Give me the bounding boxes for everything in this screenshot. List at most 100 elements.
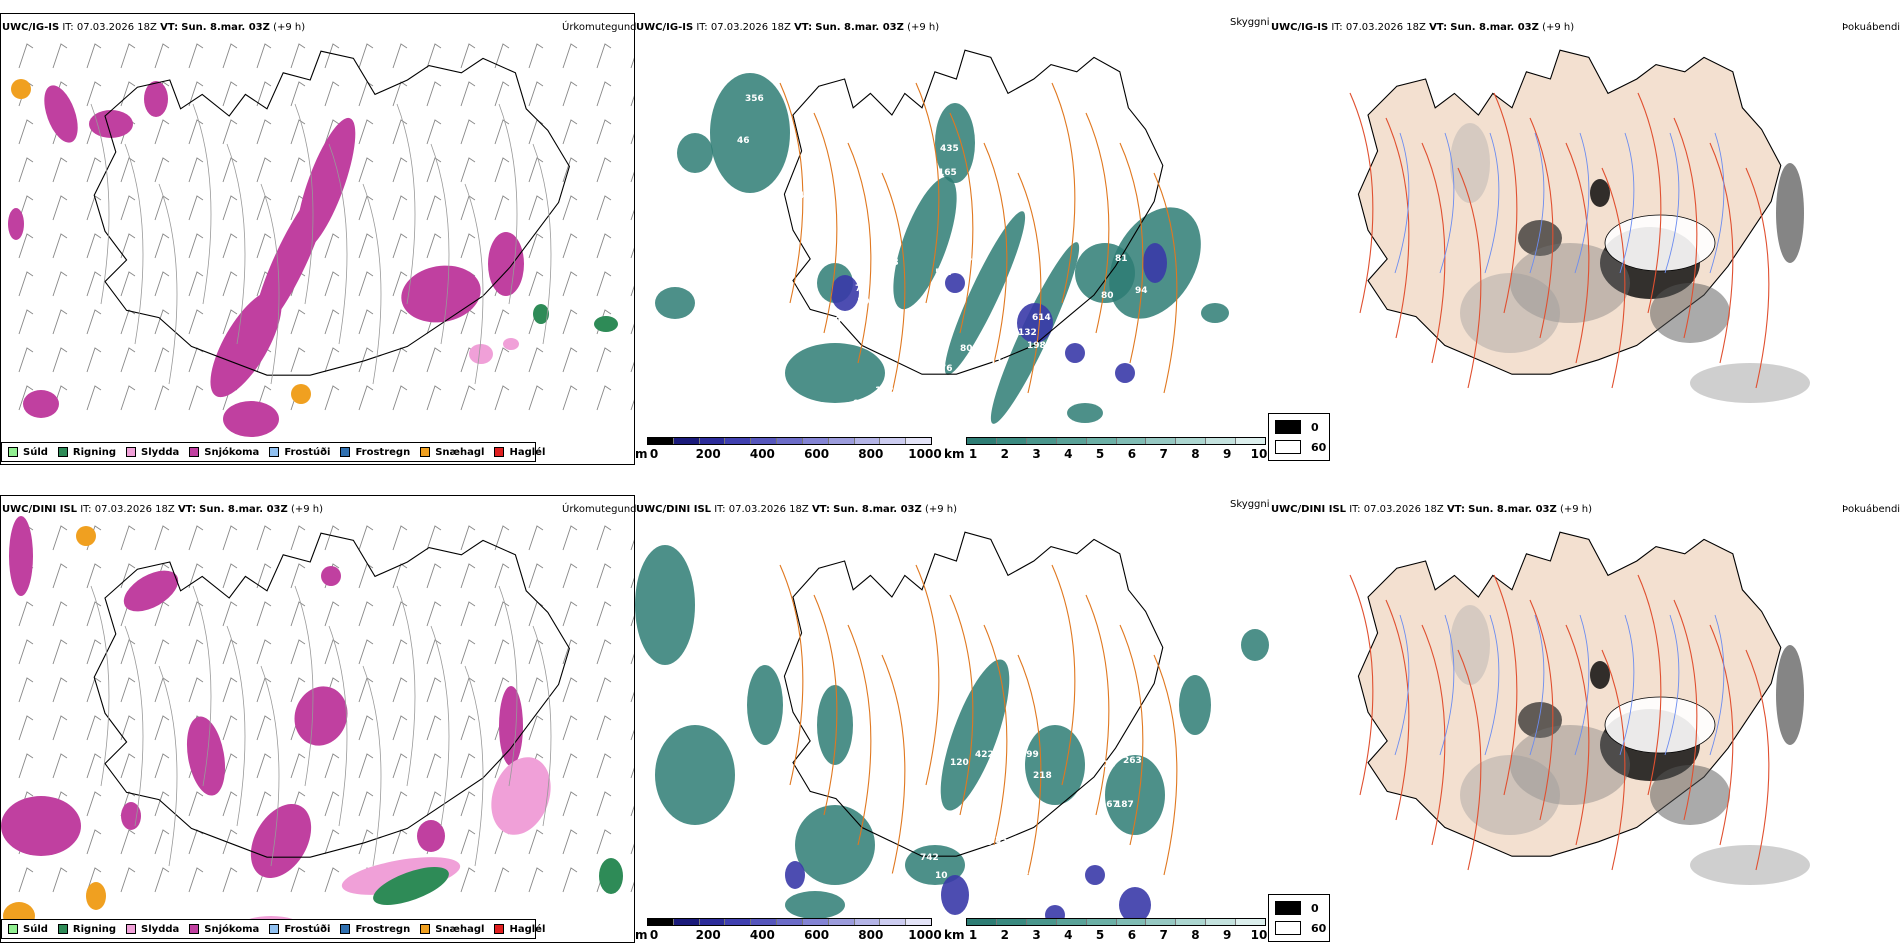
height-colorbar-top: m 0 200 400 600 800 1000: [635, 437, 942, 467]
wind-barb: [324, 525, 340, 551]
wind-barb: [154, 157, 170, 183]
title-fog-top: Þokuábendi: [1842, 22, 1900, 33]
colorbar-tick: 7: [1159, 447, 1168, 461]
wind-barb: [86, 563, 102, 589]
wind-barb: [426, 715, 442, 741]
road-line: [1421, 624, 1446, 846]
wind-barb: [154, 347, 170, 373]
wind-barb: [596, 195, 612, 221]
colorbar-segment: [854, 919, 881, 925]
wind-barb: [630, 767, 634, 779]
wind-barb: [86, 715, 102, 741]
colorbar-tick: 7: [1159, 928, 1168, 942]
precip-area: [76, 526, 96, 546]
cloud-area: [1025, 725, 1085, 805]
legend-label: Haglél: [509, 446, 546, 458]
wind-barb: [188, 157, 204, 183]
precip-area: [401, 265, 481, 323]
river-line: [1484, 614, 1500, 756]
wind-barb: [188, 233, 204, 259]
wind-barb: [120, 563, 136, 589]
river-line: [1664, 132, 1680, 274]
legend-label: Snæhagl: [435, 923, 485, 935]
wind-barb: [324, 309, 340, 335]
wind-barb: [630, 729, 634, 741]
wind-barb: [324, 271, 340, 297]
fog-area: [1450, 605, 1490, 685]
road-line: [949, 112, 974, 334]
colorbar-segment: [1146, 919, 1177, 925]
wind-barb: [392, 791, 408, 817]
wind-barb: [256, 715, 272, 741]
legend-item: Snjókoma: [189, 447, 259, 458]
road-line: [1421, 142, 1446, 364]
cloud-area: [785, 343, 885, 403]
wind-barb: [562, 309, 578, 335]
wind-barb: [120, 639, 136, 665]
wind-barb: [630, 539, 634, 551]
wind-barb: [358, 271, 374, 297]
road-line: [881, 654, 906, 876]
wind-barb: [188, 639, 204, 665]
wind-barb: [256, 525, 272, 551]
road-line: [124, 625, 144, 827]
legend-item: Rigning: [57, 924, 116, 935]
colorbar-tick: 400: [749, 928, 775, 942]
cloud-area: [940, 659, 1010, 811]
fog-area: [1510, 243, 1630, 323]
legend-item: Snæhagl: [420, 924, 484, 935]
peak-height-label: 507: [935, 268, 954, 278]
cloud-area: [1241, 629, 1269, 661]
header-precip-top: UWC/IG-IS IT: 07.03.2026 18Z VT: Sun. 8.…: [2, 22, 306, 33]
wind-barb: [630, 95, 634, 107]
wind-barb: [222, 601, 238, 627]
wind-barb: [392, 525, 408, 551]
wind-barb: [188, 791, 204, 817]
colorbar-strip: [647, 918, 932, 926]
river-line: [1394, 614, 1410, 756]
colorbar-tick: 2: [1000, 447, 1009, 461]
wind-barb: [86, 753, 102, 779]
wind-barb: [562, 347, 578, 373]
peak-height-label: 250: [1010, 786, 1029, 796]
wind-barb: [528, 157, 544, 183]
wind-barb: [630, 171, 634, 183]
wind-barb: [188, 271, 204, 297]
legend-swatch: [269, 924, 280, 934]
colorbar-tick: 4: [1064, 928, 1073, 942]
colorbar-tick: 0: [649, 447, 659, 461]
precip-area: [11, 79, 31, 99]
wind-barb: [154, 867, 170, 893]
legend-item: Slydda: [126, 447, 179, 458]
precip-area: [86, 882, 106, 910]
precip-area: [9, 516, 33, 596]
wind-barb: [494, 601, 510, 627]
river-line: [1484, 132, 1500, 274]
peak-height-label: 111: [1095, 356, 1114, 366]
wind-barb: [460, 43, 476, 69]
wind-barb: [494, 829, 510, 855]
wind-barb: [358, 525, 374, 551]
wind-barb: [426, 347, 442, 373]
legend-item: Snæhagl: [420, 447, 484, 458]
road-line: [226, 143, 246, 345]
road-line: [294, 585, 314, 787]
precip-area: [44, 85, 78, 143]
legend-label: Slydda: [141, 446, 180, 458]
colorbar-unit: km: [944, 928, 965, 942]
road-line: [1119, 624, 1144, 846]
road-line: [1051, 82, 1076, 304]
wind-barb: [630, 361, 634, 373]
wind-barb: [154, 233, 170, 259]
wind-barb: [188, 43, 204, 69]
wind-barb: [426, 791, 442, 817]
precip-area: [186, 716, 226, 796]
legend-label: Rigning: [72, 446, 117, 458]
wind-barb: [596, 43, 612, 69]
peak-height-label: 198: [1027, 341, 1046, 351]
peak-height-label: 167: [1100, 800, 1119, 810]
road-line: [1457, 167, 1482, 389]
road-line: [1119, 142, 1144, 364]
road-line: [1637, 92, 1662, 314]
wind-barb: [154, 271, 170, 297]
